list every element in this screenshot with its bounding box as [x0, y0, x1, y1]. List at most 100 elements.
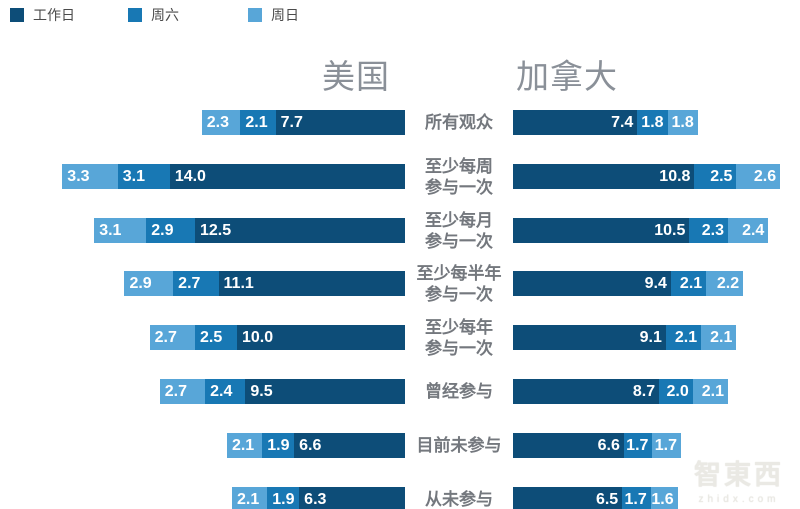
- canada-bar: 10.5 2.3 2.4: [513, 218, 769, 243]
- bar-segment-workday: 8.7: [513, 379, 660, 404]
- value-label: 6.6: [597, 436, 620, 454]
- legend-item-sunday: 周日: [248, 7, 299, 23]
- bar-segment-workday: 7.7: [275, 110, 405, 135]
- bar-segment-workday: 7.4: [513, 110, 638, 135]
- value-label: 11.1: [223, 274, 254, 292]
- category-label: 至少每周 参与一次: [425, 156, 493, 197]
- value-label: 10.5: [654, 221, 686, 239]
- chart-row: 2.9 2.7 11.1 至少每半年 参与一次 9.4 2.1 2.2: [0, 263, 800, 304]
- value-label: 10.0: [242, 328, 274, 346]
- canada-bar: 8.7 2.0 2.1: [513, 379, 729, 404]
- bar-segment-sunday: 1.7: [652, 433, 681, 458]
- value-label: 3.1: [122, 167, 145, 185]
- bar-segment-workday: 6.5: [513, 487, 623, 509]
- value-label: 2.5: [200, 328, 223, 346]
- bar-segment-saturday: 2.1: [240, 110, 276, 135]
- bar-segment-saturday: 2.5: [694, 164, 737, 189]
- us-bar: 2.3 2.1 7.7: [201, 110, 405, 135]
- watermark-logo-text: 智東西: [694, 460, 784, 490]
- value-label: 2.1: [679, 274, 703, 292]
- value-label: 2.7: [178, 274, 201, 292]
- bar-segment-workday: 10.0: [237, 325, 405, 350]
- category-label: 目前未参与: [416, 436, 502, 455]
- value-label: 1.7: [624, 490, 647, 508]
- category-label: 至少每半年 参与一次: [416, 263, 502, 304]
- canada-bar: 7.4 1.8 1.8: [513, 110, 698, 135]
- bar-segment-sunday: 2.6: [736, 164, 781, 189]
- us-bar: 2.7 2.4 9.5: [159, 379, 405, 404]
- bar-segment-sunday: 2.9: [124, 271, 174, 296]
- us-bar: 2.1 1.9 6.3: [232, 487, 405, 509]
- value-label: 8.7: [632, 382, 656, 400]
- bar-segment-saturday: 2.3: [689, 218, 729, 243]
- workday-swatch-icon: [10, 8, 24, 22]
- bar-segment-sunday: 2.2: [706, 271, 744, 296]
- bar-segment-sunday: 3.1: [94, 218, 147, 243]
- category-label: 所有观众: [425, 113, 493, 132]
- us-bar: 3.3 3.1 14.0: [62, 164, 405, 189]
- bar-segment-workday: 9.4: [513, 271, 671, 296]
- us-column-title: 美国: [322, 58, 390, 95]
- legend-item-workday: 工作日: [10, 7, 75, 23]
- value-label: 14.0: [174, 167, 206, 185]
- bar-segment-workday: 9.5: [245, 379, 405, 404]
- value-label: 6.3: [304, 490, 327, 508]
- bar-segment-sunday: 3.3: [62, 164, 118, 189]
- canada-bar: 6.6 1.7 1.7: [513, 433, 681, 458]
- legend-label-workday: 工作日: [33, 7, 75, 23]
- bar-segment-saturday: 3.1: [117, 164, 170, 189]
- canada-bar: 10.8 2.5 2.6: [513, 164, 781, 189]
- value-label: 6.6: [299, 436, 322, 454]
- bar-segment-saturday: 1.7: [622, 487, 651, 509]
- bar-segment-sunday: 2.3: [201, 110, 241, 135]
- chart-row: 2.1 1.9 6.3 从未参与 6.5 1.7 1.6: [0, 487, 800, 509]
- bar-segment-saturday: 2.5: [195, 325, 237, 350]
- canada-bar: 6.5 1.7 1.6: [513, 487, 678, 509]
- watermark-url-text: zhidx.com: [698, 494, 780, 505]
- canada-bar: 9.1 2.1 2.1: [513, 325, 737, 350]
- canada-bar: 9.4 2.1 2.2: [513, 271, 744, 296]
- value-label: 2.1: [231, 436, 255, 454]
- bar-segment-workday: 10.8: [513, 164, 695, 189]
- bar-segment-sunday: 2.4: [728, 218, 769, 243]
- category-label: 至少每年 参与一次: [425, 317, 493, 358]
- value-label: 1.7: [654, 436, 677, 454]
- legend-label-sunday: 周日: [271, 7, 299, 23]
- saturday-swatch-icon: [128, 8, 142, 22]
- bar-segment-saturday: 2.9: [146, 218, 195, 243]
- value-label: 7.7: [280, 113, 303, 131]
- bar-segment-workday: 14.0: [169, 164, 405, 189]
- bar-segment-saturday: 2.0: [659, 379, 693, 404]
- value-label: 9.5: [250, 382, 273, 400]
- sunday-swatch-icon: [248, 8, 262, 22]
- value-label: 1.8: [671, 113, 694, 131]
- bar-segment-sunday: 1.8: [667, 110, 698, 135]
- bar-segment-saturday: 2.1: [670, 271, 707, 296]
- chart-row: 2.7 2.4 9.5 曾经参与 8.7 2.0 2.1: [0, 379, 800, 404]
- value-label: 2.5: [710, 167, 733, 185]
- us-bar: 3.1 2.9 12.5: [94, 218, 405, 243]
- value-label: 2.7: [154, 328, 177, 346]
- value-label: 12.5: [200, 221, 232, 239]
- legend-label-saturday: 周六: [151, 7, 179, 23]
- bar-segment-workday: 6.3: [299, 487, 405, 509]
- value-label: 2.2: [716, 274, 740, 292]
- chart-row: 2.3 2.1 7.7 所有观众 7.4 1.8 1.8: [0, 110, 800, 135]
- value-label: 3.3: [67, 167, 90, 185]
- value-label: 2.4: [210, 382, 233, 400]
- bar-segment-sunday: 1.6: [650, 487, 678, 509]
- legend-item-saturday: 周六: [128, 7, 179, 23]
- value-label: 9.1: [639, 328, 662, 346]
- value-label: 2.0: [666, 382, 689, 400]
- value-label: 2.4: [742, 221, 765, 239]
- bar-segment-sunday: 2.1: [701, 325, 737, 350]
- bar-segment-sunday: 2.1: [692, 379, 729, 404]
- bar-segment-sunday: 2.1: [226, 433, 263, 458]
- watermark: 智東西 zhidx.com: [683, 453, 795, 505]
- bar-segment-sunday: 2.7: [159, 379, 206, 404]
- value-label: 2.7: [164, 382, 187, 400]
- value-label: 10.8: [659, 167, 691, 185]
- bar-segment-workday: 10.5: [513, 218, 690, 243]
- bar-segment-saturday: 1.8: [637, 110, 668, 135]
